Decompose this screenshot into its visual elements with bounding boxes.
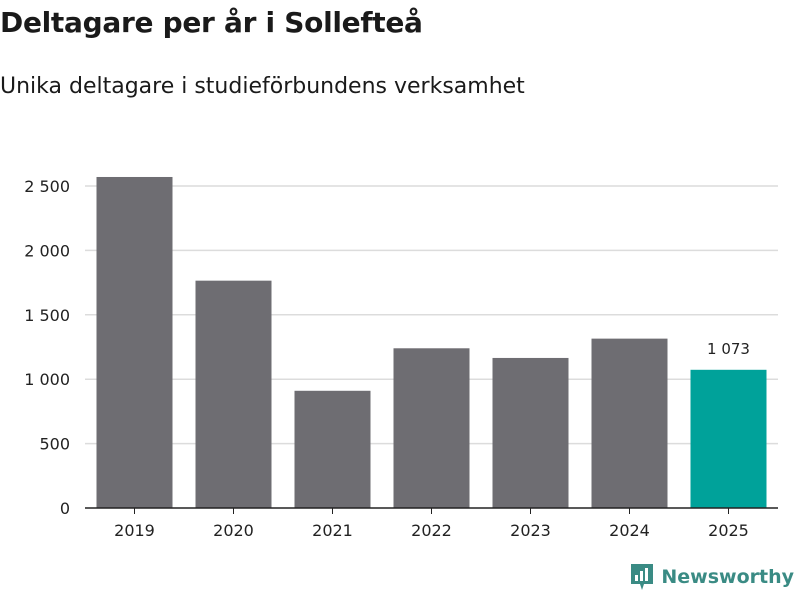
data-label: 1 073 [707, 340, 750, 358]
bar-2022 [393, 348, 470, 508]
bar-chart-badge-icon [631, 564, 654, 590]
x-tick-label: 2023 [510, 521, 551, 540]
brand-name: Newsworthy [661, 566, 794, 588]
y-tick-label: 500 [39, 435, 70, 454]
bar-2024 [591, 338, 668, 508]
bar-2019 [96, 176, 173, 508]
x-tick-label: 2021 [312, 521, 353, 540]
y-tick-label: 1 000 [24, 370, 70, 389]
y-tick-label: 1 500 [24, 306, 70, 325]
bar-2021 [294, 390, 371, 508]
y-tick-label: 2 000 [24, 241, 70, 260]
bar-2025 [690, 369, 767, 508]
x-tick-label: 2025 [708, 521, 749, 540]
chart-title: Deltagare per år i Sollefteå [0, 6, 423, 39]
bar-2020 [195, 280, 272, 508]
y-tick-label: 0 [60, 499, 70, 518]
x-tick-label: 2019 [114, 521, 155, 540]
y-tick-label: 2 500 [24, 177, 70, 196]
x-tick-label: 2020 [213, 521, 254, 540]
newsworthy-logo: Newsworthy [629, 562, 794, 592]
chart-subtitle: Unika deltagare i studieförbundens verks… [0, 74, 525, 99]
x-tick-label: 2022 [411, 521, 452, 540]
x-tick-label: 2024 [609, 521, 650, 540]
bar-2023 [492, 357, 569, 508]
